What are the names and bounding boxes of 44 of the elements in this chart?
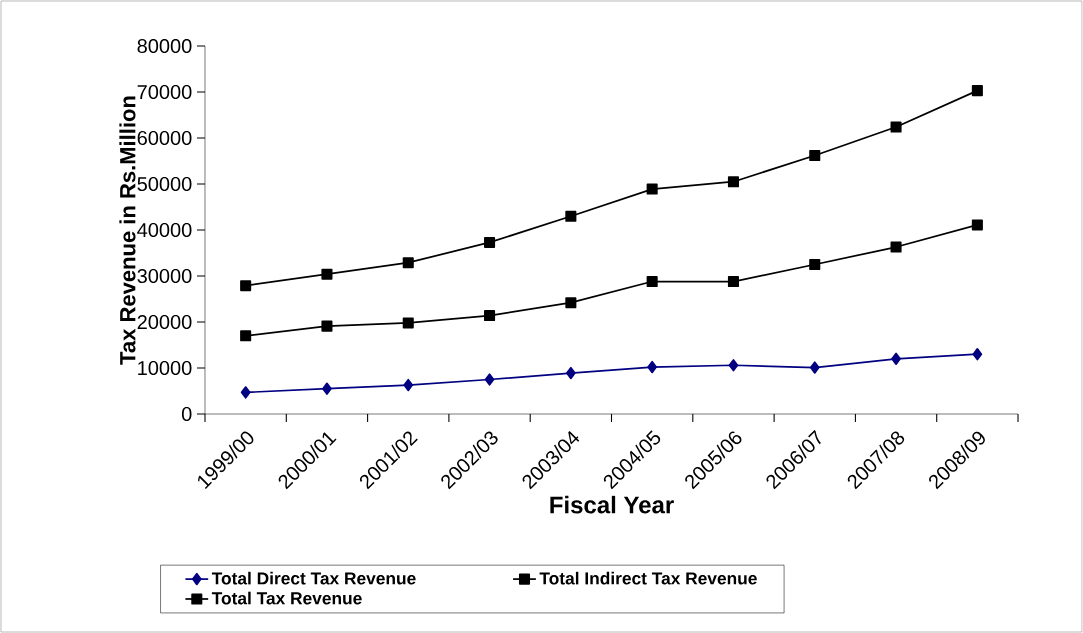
point <box>809 361 820 374</box>
point <box>646 183 658 195</box>
y-tick-label: 20000 <box>137 314 192 330</box>
point <box>971 219 983 231</box>
point <box>565 366 576 380</box>
point <box>403 378 414 392</box>
legend-label: Total Indirect Tax Revenue <box>539 571 757 585</box>
y-tick-label: 0 <box>181 406 192 422</box>
point <box>971 85 983 97</box>
point <box>809 258 821 271</box>
point <box>240 386 251 399</box>
point <box>809 149 821 162</box>
point <box>890 121 902 133</box>
y-tick-label: 70000 <box>137 84 192 100</box>
point <box>321 320 333 332</box>
point <box>972 348 983 361</box>
point <box>891 352 901 366</box>
point <box>321 268 333 280</box>
point <box>890 241 902 253</box>
y-tick-label: 60000 <box>137 130 192 146</box>
legend-label: Total Tax Revenue <box>211 591 362 605</box>
point <box>240 330 252 342</box>
point <box>646 275 658 288</box>
point <box>484 373 495 386</box>
point <box>728 359 739 372</box>
y-tick-label: 80000 <box>137 38 192 54</box>
point <box>727 275 739 288</box>
point <box>402 317 414 329</box>
point <box>565 297 577 309</box>
y-tick-label: 40000 <box>137 222 192 238</box>
point <box>322 382 332 395</box>
point <box>727 176 739 188</box>
y-tick-label: 10000 <box>138 360 192 376</box>
y-tick-label: 50000 <box>137 176 192 192</box>
x-axis-title: Fiscal Year <box>550 495 674 514</box>
legend-label: Total Direct Tax Revenue <box>211 571 416 585</box>
point <box>647 360 658 374</box>
point <box>484 236 496 248</box>
y-axis-title: Tax Revenue in Rs.Million <box>119 96 136 365</box>
point <box>402 257 414 269</box>
point <box>565 210 577 222</box>
point <box>484 310 496 322</box>
y-tick-label: 30000 <box>137 268 192 284</box>
point <box>240 280 252 292</box>
